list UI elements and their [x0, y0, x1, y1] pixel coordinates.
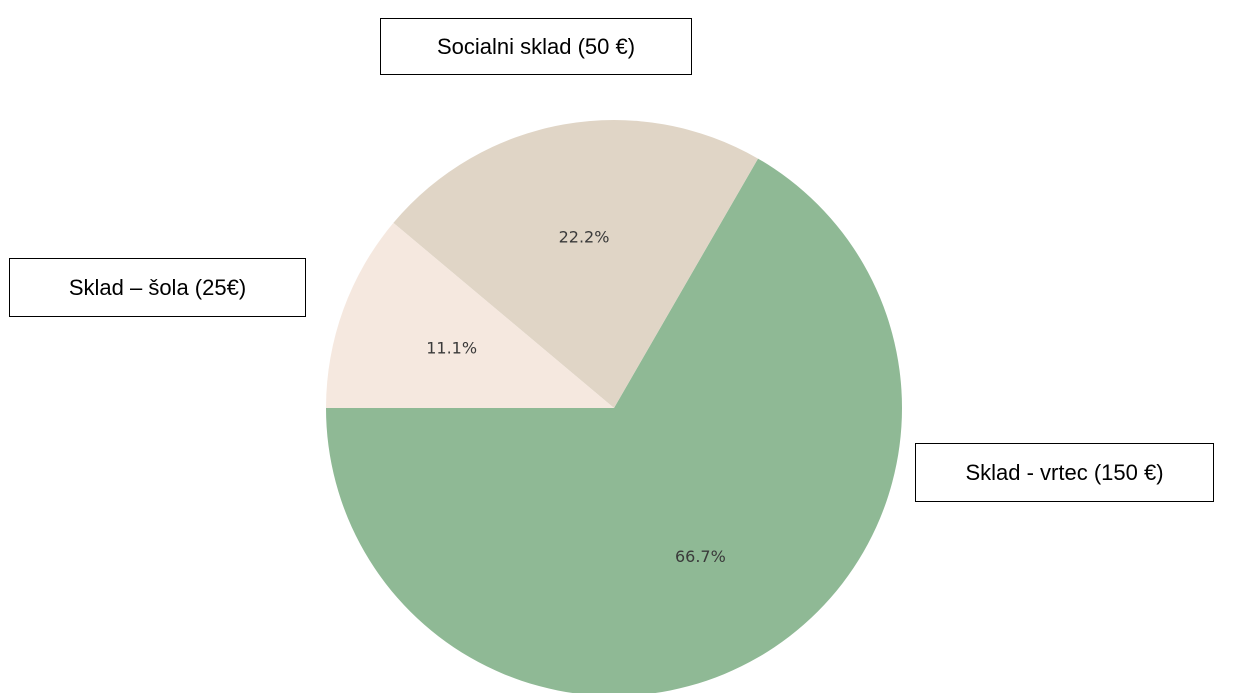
pie-slice-sola [326, 222, 614, 408]
pie-slice-vrtec [326, 158, 902, 693]
pie-slices [326, 120, 902, 693]
callout-socialni-sklad: Socialni sklad (50 €) [380, 18, 692, 75]
pie-slice-socialni [393, 120, 758, 409]
callout-sklad-sola: Sklad – šola (25€) [9, 258, 306, 317]
percent-label-vrtec: 66.7% [675, 547, 726, 566]
pie-percent-labels: 66.7% 22.2% 11.1% [426, 227, 726, 566]
callout-sklad-vrtec: Sklad - vrtec (150 €) [915, 443, 1214, 502]
percent-label-socialni: 22.2% [559, 227, 610, 246]
percent-label-sola: 11.1% [426, 338, 477, 357]
